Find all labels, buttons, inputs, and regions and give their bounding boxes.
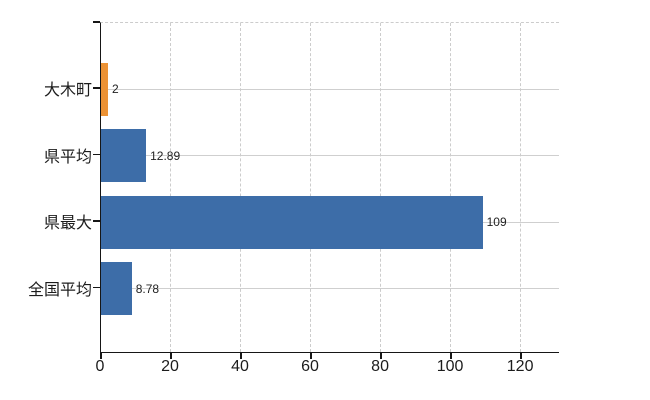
bar-row: 109 (101, 195, 559, 249)
bar-row: 2 (101, 62, 559, 116)
y-axis-category-label: 全国平均 (27, 281, 92, 299)
y-axis-category-label: 県平均 (43, 148, 92, 166)
x-axis-tick (310, 353, 312, 359)
plot-area: 2 12.89 109 8.78 (100, 22, 559, 353)
bar-row: 8.78 (101, 262, 559, 315)
bar-value-label: 2 (112, 82, 119, 96)
bar-value-label: 109 (486, 215, 507, 229)
y-axis-tick (93, 87, 100, 89)
vertical-gridline (240, 23, 242, 352)
horizontal-gridline (101, 155, 559, 156)
bar (101, 262, 132, 315)
vertical-gridline (520, 23, 522, 352)
x-axis-tick-label: 120 (506, 358, 534, 375)
vertical-gridline (450, 23, 452, 352)
bar-value-label: 12.89 (150, 148, 181, 163)
y-axis-tick (93, 286, 100, 289)
x-axis-tick-label: 80 (371, 358, 389, 375)
x-axis-tick (380, 353, 382, 359)
y-axis-tick (93, 153, 100, 156)
y-axis-category-label: 県最大 (43, 215, 92, 232)
x-axis-tick-label: 40 (231, 358, 249, 375)
x-axis-tick (520, 353, 522, 359)
x-axis-tick-label: 0 (95, 358, 105, 375)
x-axis-tick-label: 100 (436, 358, 464, 375)
bar-value-label: 8.78 (135, 281, 160, 296)
x-axis-tick (100, 353, 102, 359)
bar (101, 62, 108, 116)
x-axis-tick (240, 353, 242, 359)
bar (101, 195, 483, 249)
y-axis-tick (93, 220, 100, 222)
vertical-gridline (380, 23, 382, 352)
horizontal-gridline (101, 88, 559, 90)
x-axis-tick-label: 20 (161, 358, 179, 375)
horizontal-gridline (101, 288, 559, 289)
bar-row: 12.89 (101, 129, 559, 182)
x-axis-tick (450, 353, 452, 359)
bar (101, 129, 147, 182)
x-axis-tick-label: 60 (301, 358, 319, 375)
vertical-gridline (170, 23, 172, 352)
y-axis-top-tick (93, 21, 100, 23)
y-axis-category-label: 大木町 (43, 82, 92, 99)
x-axis-tick (170, 353, 172, 359)
vertical-gridline (310, 23, 312, 352)
